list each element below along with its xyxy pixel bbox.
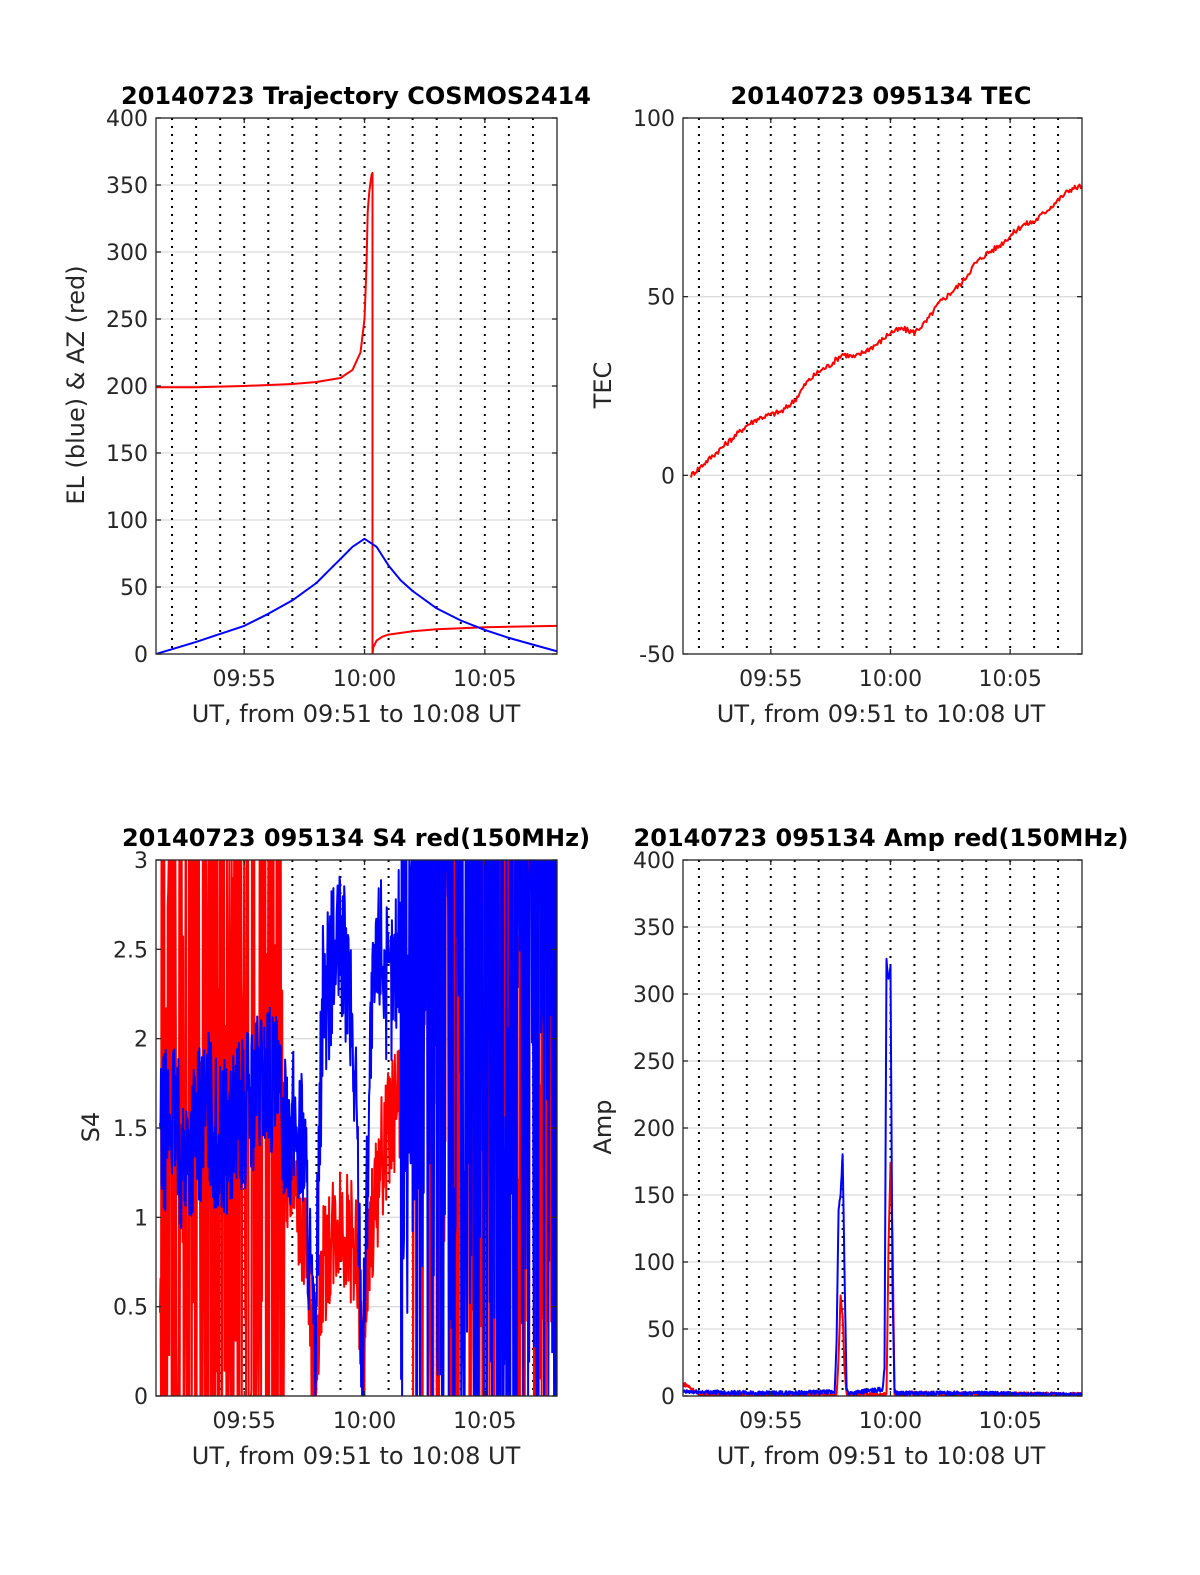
y-tick-label: 1.5	[113, 1117, 148, 1142]
y-tick-label: 50	[647, 1318, 675, 1343]
x-tick-label: 09:55	[213, 1409, 276, 1434]
y-tick-label: -50	[639, 643, 675, 668]
panel-title: 20140723 Trajectory COSMOS2414	[121, 82, 591, 110]
y-tick-label: 150	[633, 1184, 675, 1209]
series-red-line	[683, 1161, 1082, 1396]
y-tick-label: 0.5	[113, 1296, 148, 1321]
panel-trajectory: 20140723 Trajectory COSMOS2414 UT, from …	[62, 82, 591, 728]
y-tick-label: 150	[106, 442, 148, 467]
x-tick-label: 09:55	[213, 667, 276, 692]
series-red-line	[690, 183, 1082, 478]
y-axis-label: Amp	[589, 1099, 617, 1154]
x-tick-label: 09:55	[739, 1409, 802, 1434]
axes-frame	[682, 117, 1083, 655]
series-red-line	[156, 171, 557, 654]
series-red-line	[159, 860, 557, 1396]
y-tick-label: 300	[633, 983, 675, 1008]
x-tick-label: 10:05	[453, 1409, 516, 1434]
y-tick-label: 350	[633, 916, 675, 941]
y-tick-label: 300	[106, 241, 148, 266]
x-tick-label: 10:00	[333, 1409, 396, 1434]
y-tick-label: 0	[134, 1385, 148, 1410]
y-tick-label: 100	[633, 1251, 675, 1276]
panel-title: 20140723 095134 TEC	[731, 82, 1032, 110]
y-tick-label: 3	[134, 849, 148, 874]
y-tick-label: 200	[633, 1117, 675, 1142]
y-tick-label: 0	[661, 1385, 675, 1410]
y-tick-label: 0	[661, 464, 675, 489]
y-axis-label: TEC	[589, 362, 617, 410]
panel-s4: 20140723 095134 S4 red(150MHz) UT, from …	[77, 824, 590, 1470]
panel-tec: 20140723 095134 TEC UT, from 09:51 to 10…	[589, 82, 1083, 728]
x-tick-label: 10:00	[859, 1409, 922, 1434]
x-tick-label: 10:05	[978, 1409, 1041, 1434]
x-axis-label: UT, from 09:51 to 10:08 UT	[717, 1442, 1046, 1470]
y-tick-label: 1	[134, 1206, 148, 1231]
series-blue-line	[683, 957, 1082, 1396]
x-tick-label: 10:00	[859, 667, 922, 692]
panel-title: 20140723 095134 Amp red(150MHz)	[634, 824, 1129, 852]
panel-amp: 20140723 095134 Amp red(150MHz) UT, from…	[589, 824, 1128, 1470]
series-blue-line	[159, 860, 557, 1396]
y-tick-label: 50	[120, 576, 148, 601]
x-axis-label: UT, from 09:51 to 10:08 UT	[192, 700, 521, 728]
y-axis-label: S4	[77, 1112, 105, 1143]
y-tick-label: 0	[134, 643, 148, 668]
y-axis-label: EL (blue) & AZ (red)	[62, 265, 90, 504]
x-axis-label: UT, from 09:51 to 10:08 UT	[192, 1442, 521, 1470]
y-tick-label: 250	[633, 1050, 675, 1075]
x-tick-label: 09:55	[739, 667, 802, 692]
y-tick-label: 100	[633, 107, 675, 132]
y-tick-label: 2	[134, 1028, 148, 1053]
y-tick-label: 250	[106, 308, 148, 333]
y-tick-label: 50	[647, 286, 675, 311]
y-tick-label: 100	[106, 509, 148, 534]
panel-title: 20140723 095134 S4 red(150MHz)	[122, 824, 590, 852]
x-tick-label: 10:05	[453, 667, 516, 692]
y-tick-label: 350	[106, 174, 148, 199]
y-tick-label: 400	[106, 107, 148, 132]
x-tick-label: 10:05	[978, 667, 1041, 692]
y-tick-label: 200	[106, 375, 148, 400]
x-tick-label: 10:00	[333, 667, 396, 692]
y-tick-label: 2.5	[113, 938, 148, 963]
x-axis-label: UT, from 09:51 to 10:08 UT	[717, 700, 1046, 728]
series-blue-line	[156, 537, 557, 654]
y-tick-label: 400	[633, 849, 675, 874]
